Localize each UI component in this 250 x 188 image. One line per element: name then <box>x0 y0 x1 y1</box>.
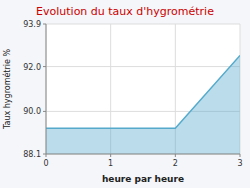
grid-line <box>46 24 240 25</box>
x-tick-label: 3 <box>237 159 242 168</box>
line <box>46 55 240 128</box>
x-axis-line <box>46 154 240 155</box>
x-tick-label: 0 <box>43 159 48 168</box>
plot-area <box>46 55 240 154</box>
y-tick <box>43 111 46 112</box>
chart: 88.1 90.0 92.0 93.9 0 1 2 3 heure par heure Taux … <box>0 0 250 188</box>
y-tick <box>43 24 46 25</box>
y-tick <box>43 66 46 67</box>
grid-line <box>46 154 240 155</box>
y-axis-label: Taux hygrométrie % <box>2 49 12 131</box>
y-tick-label: 88.1 <box>23 150 41 159</box>
y-tick-label: 92.0 <box>23 63 41 72</box>
grid-line <box>46 66 240 67</box>
x-axis-label: heure par heure <box>102 174 184 184</box>
x-tick <box>46 154 47 157</box>
grid-line <box>46 24 47 154</box>
area <box>46 55 240 154</box>
x-tick-label: 1 <box>108 159 113 168</box>
x-tick <box>240 154 241 157</box>
y-tick-label: 90.0 <box>23 107 41 116</box>
y-axis-line <box>46 24 47 154</box>
x-tick-label: 2 <box>173 159 178 168</box>
plot-background <box>46 24 240 154</box>
y-tick-label: 93.9 <box>23 20 41 29</box>
x-tick <box>110 154 111 157</box>
title: Evolution du taux d'hygrométrie <box>36 5 214 18</box>
x-tick <box>175 154 176 157</box>
